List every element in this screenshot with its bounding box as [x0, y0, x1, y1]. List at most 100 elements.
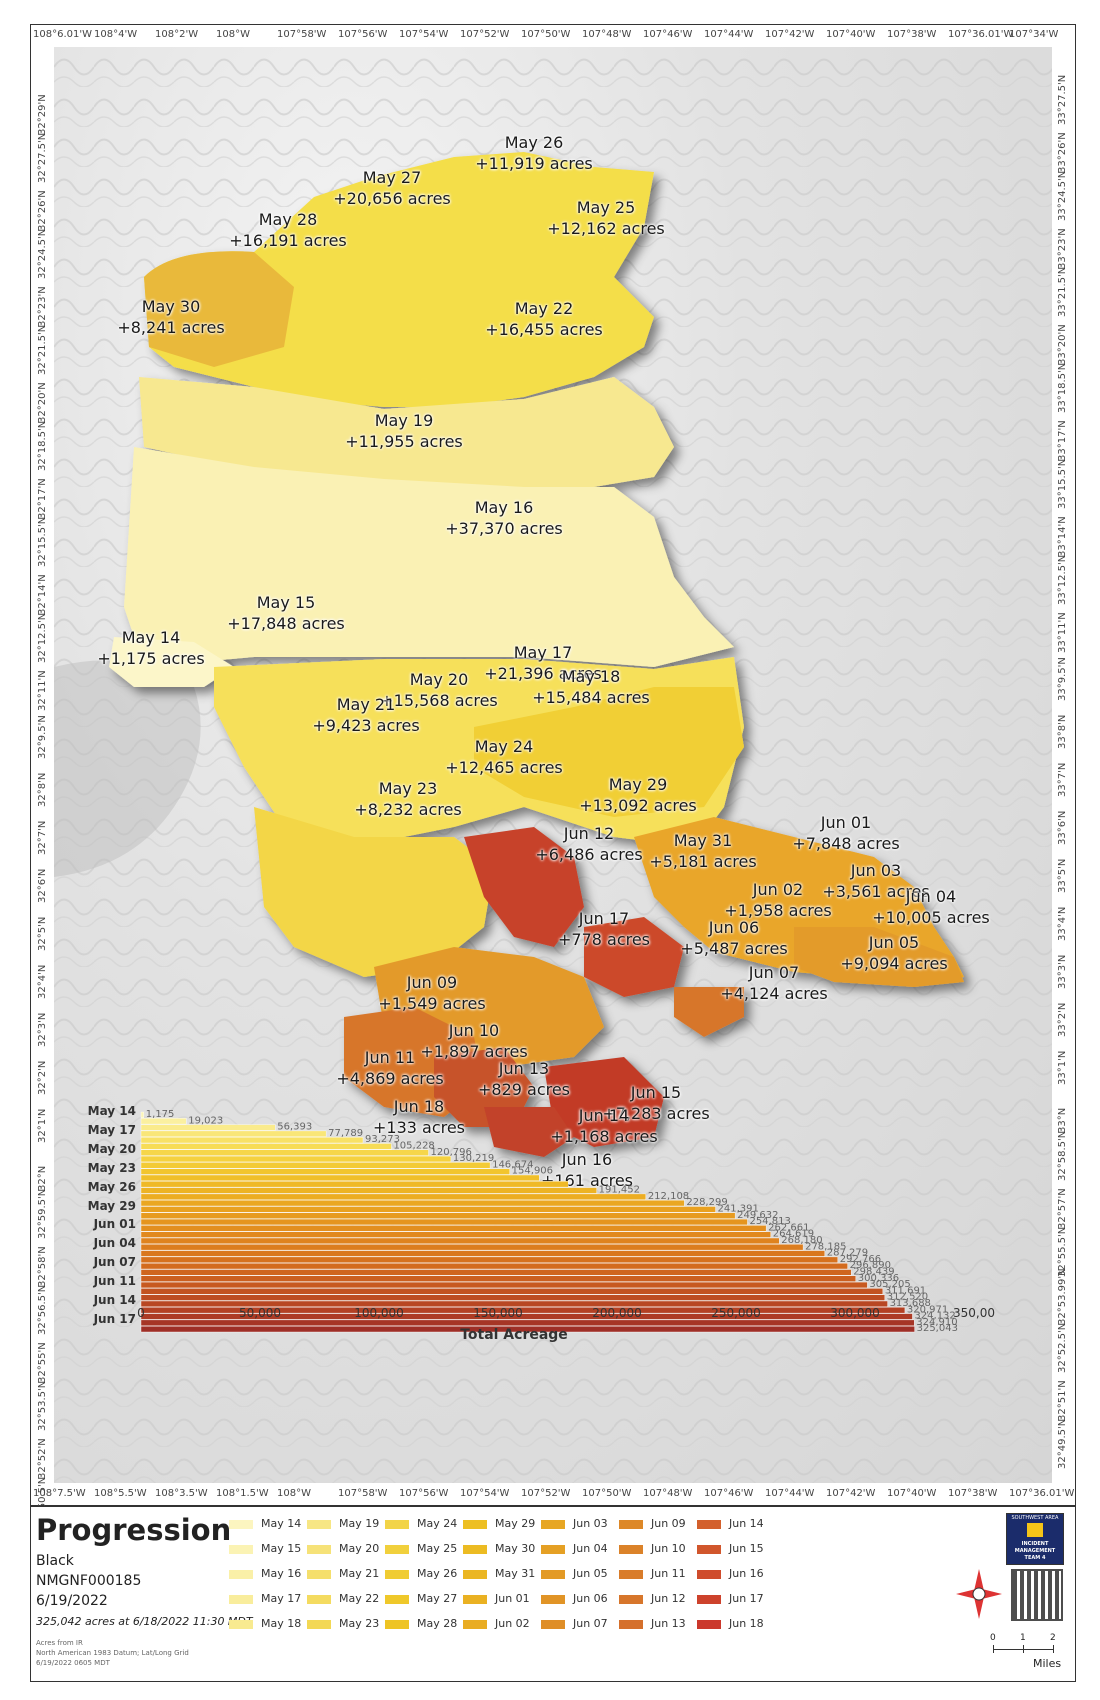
- bar-y-label: Jun 07: [93, 1255, 136, 1270]
- bar: [140, 1168, 510, 1175]
- growth-label-acres: +12,162 acres: [547, 219, 665, 238]
- top-tick-label: 107°42'W: [765, 29, 815, 40]
- x-tick-label: 300,000: [830, 1306, 880, 1320]
- legend-swatch: [385, 1545, 409, 1554]
- bar: [140, 1193, 647, 1200]
- growth-label-acres: +1,175 acres: [97, 649, 205, 668]
- growth-label: May 22 +16,455 acres: [485, 298, 602, 340]
- bar-value-label: 296,890: [850, 1260, 891, 1271]
- legend-swatch-label: Jun 12: [651, 1592, 686, 1605]
- river-valley: [54, 660, 201, 877]
- left-tick-label: 32°5'N: [37, 916, 48, 951]
- bar: [140, 1174, 540, 1182]
- legend-swatch-label: Jun 05: [573, 1567, 608, 1580]
- growth-label-acres: +1,168 acres: [550, 1127, 658, 1146]
- bar-y-label: May 20: [87, 1141, 136, 1156]
- qr-code-icon[interactable]: [1011, 1569, 1063, 1621]
- datum-note: North American 1983 Datum; Lat/Long Grid: [36, 1649, 189, 1657]
- growth-label-date: May 20: [409, 670, 469, 689]
- perimeter-jun05: [794, 927, 964, 987]
- bar-value-label: 191,452: [599, 1185, 640, 1196]
- growth-label-acres: +1,958 acres: [724, 901, 832, 920]
- bar-value-label: 292,766: [840, 1254, 881, 1265]
- bar: [140, 1244, 804, 1251]
- growth-label-acres: +16,191 acres: [229, 231, 347, 250]
- legend-swatch-label: Jun 03: [573, 1517, 608, 1530]
- top-tick-label: 107°44'W: [704, 29, 754, 40]
- growth-label: Jun 11 +4,869 acres: [336, 1047, 443, 1089]
- bar-value-label: 320,971: [907, 1304, 948, 1315]
- x-tick-label: 250,000: [711, 1306, 761, 1320]
- legend-swatch-label: Jun 16: [729, 1567, 764, 1580]
- bottom-tick-label: 107°42'W: [826, 1488, 876, 1499]
- map-date: 6/19/2022: [36, 1593, 108, 1609]
- left-tick-label: 32°59.5'N: [37, 1188, 48, 1239]
- growth-label-date: Jun 10: [448, 1021, 500, 1040]
- bar: [140, 1313, 913, 1320]
- perimeter-may14: [109, 637, 234, 687]
- legend-panel: Progression Black NMGNF000185 6/19/2022 …: [30, 1506, 1076, 1682]
- left-tick-label: 32°2'N: [37, 1060, 48, 1095]
- bar-value-label: 300,336: [858, 1273, 899, 1284]
- bottom-tick-label: 107°56'W: [399, 1488, 449, 1499]
- bar: [140, 1231, 771, 1238]
- growth-label-date: Jun 04: [905, 887, 957, 906]
- bar-value-label: 77,789: [328, 1128, 363, 1139]
- left-tick-label: 32°11'N: [37, 670, 48, 711]
- bar-value-label: 130,219: [453, 1153, 494, 1164]
- growth-label: May 26 +11,919 acres: [475, 132, 592, 174]
- x-tick-label: 200,000: [592, 1306, 642, 1320]
- badge-line-1: INCIDENT: [1021, 1541, 1049, 1547]
- legend-swatch-label: May 19: [339, 1517, 380, 1530]
- growth-label-date: Jun 11: [364, 1048, 416, 1067]
- growth-label-date: May 30: [141, 297, 201, 316]
- bar-y-label: Jun 04: [93, 1236, 136, 1251]
- bottom-tick-label: 107°48'W: [643, 1488, 693, 1499]
- top-tick-label: 107°50'W: [521, 29, 571, 40]
- fire-name: Black: [36, 1553, 74, 1569]
- legend-swatch-label: Jun 01: [495, 1592, 530, 1605]
- left-tick-label: 32°18.5'N: [37, 420, 48, 471]
- bar-y-label: May 17: [87, 1122, 136, 1137]
- bottom-tick-label: 108°1.5'W: [216, 1488, 269, 1499]
- bar-value-label: 105,228: [393, 1141, 434, 1152]
- growth-label-date: Jun 15: [630, 1083, 682, 1102]
- x-tick-label: 100,000: [354, 1306, 404, 1320]
- left-tick-label: 32°23'N: [37, 286, 48, 327]
- bar-value-label: 324,132: [914, 1311, 955, 1322]
- growth-label-date: May 19: [374, 411, 434, 430]
- bar: [140, 1300, 888, 1308]
- right-tick-label: 32°53.99'N: [1057, 1268, 1068, 1325]
- bar: [140, 1225, 767, 1232]
- perimeter-jun15: [544, 1057, 664, 1147]
- x-tick-label: 50,000: [239, 1306, 281, 1320]
- legend-swatch: [229, 1545, 253, 1554]
- legend-swatch-label: May 31: [495, 1567, 536, 1580]
- bar-value-label: 254,813: [749, 1216, 790, 1227]
- perimeter-may24: [474, 687, 744, 817]
- legend-swatch: [229, 1620, 253, 1629]
- bar: [140, 1187, 597, 1194]
- map-area[interactable]: May 26 +11,919 acres May 27 +20,656 acres Ma…: [54, 47, 1052, 1483]
- growth-label-date: May 28: [258, 210, 318, 229]
- bottom-tick-label: 107°58'W: [338, 1488, 388, 1499]
- legend-swatch-label: Jun 02: [495, 1617, 530, 1630]
- legend-swatch: [619, 1595, 643, 1604]
- scale-1: 1: [1020, 1633, 1026, 1643]
- top-tick-label: 108°6.01'W: [33, 29, 92, 40]
- legend-swatch: [463, 1545, 487, 1554]
- scale-2: 2: [1050, 1633, 1056, 1643]
- left-tick-label: 32°56.5'N: [37, 1284, 48, 1335]
- perimeter-jun06: [584, 917, 684, 997]
- growth-label-acres: +17,848 acres: [227, 614, 345, 633]
- zia-sun-icon: [1027, 1523, 1043, 1537]
- growth-label-acres: +8,241 acres: [117, 318, 225, 337]
- bar-value-label: 228,299: [686, 1197, 727, 1208]
- legend-swatch-label: May 24: [417, 1517, 458, 1530]
- legend-swatch: [697, 1620, 721, 1629]
- right-tick-label: 33°17'N: [1057, 420, 1068, 461]
- growth-label-acres: +7,283 acres: [602, 1104, 710, 1123]
- bar: [140, 1118, 187, 1125]
- bar-value-label: 56,393: [277, 1122, 312, 1133]
- bar: [140, 1181, 569, 1188]
